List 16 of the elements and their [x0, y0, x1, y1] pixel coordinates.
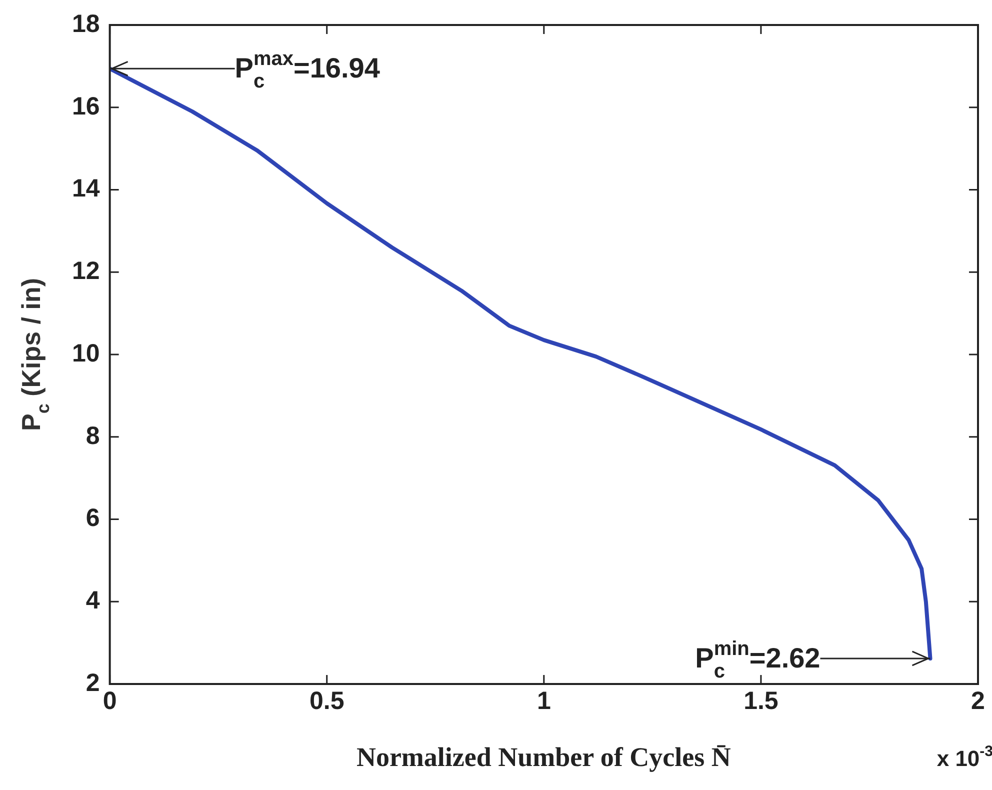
y-tick-label: 6 — [86, 504, 100, 532]
y-tick-label: 4 — [86, 586, 100, 615]
x-tick-label: 1.5 — [744, 686, 778, 715]
y-tick-label: 14 — [72, 174, 100, 203]
y-tick-label: 16 — [72, 92, 100, 120]
y-tick-label: 12 — [72, 257, 100, 286]
y-axis-title: Pc (Kips / in) — [16, 278, 54, 432]
y-tick-label: 10 — [72, 339, 100, 368]
x-tick-label: 2 — [971, 686, 985, 715]
y-tick-label: 8 — [86, 422, 100, 450]
x-tick-label: 1 — [536, 686, 551, 715]
y-tick-label: 2 — [86, 668, 100, 697]
x-tick-label: 0.5 — [309, 686, 344, 715]
x-tick-label: 0 — [102, 686, 117, 715]
y-tick-label: 18 — [72, 10, 100, 38]
x-axis-title: Normalized Number of Cycles N̄ — [356, 742, 732, 772]
